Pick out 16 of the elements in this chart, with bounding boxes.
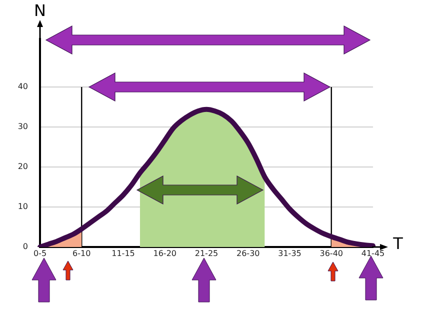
x-tick-label: 11-15 (112, 248, 135, 258)
x-tick-label: 16-20 (153, 248, 176, 258)
x-tick-label: 31-35 (278, 248, 302, 258)
x-tick-label: 21-25 (194, 248, 218, 258)
y-tick-label: 10 (18, 202, 28, 212)
y-tick-label: 40 (18, 82, 28, 92)
y-tick-label: 0 (22, 242, 28, 252)
x-tick-label: 26-30 (236, 248, 260, 258)
x-tick-label: 41-45 (361, 248, 385, 258)
y-axis-title: N (34, 1, 46, 20)
x-tick-label: 36-40 (320, 248, 343, 258)
x-axis-title: T (392, 234, 404, 254)
y-tick-label: 20 (18, 162, 28, 172)
y-tick-label: 30 (18, 122, 28, 132)
x-tick-label: 6-10 (72, 248, 91, 258)
x-tick-label: 0-5 (33, 248, 47, 258)
